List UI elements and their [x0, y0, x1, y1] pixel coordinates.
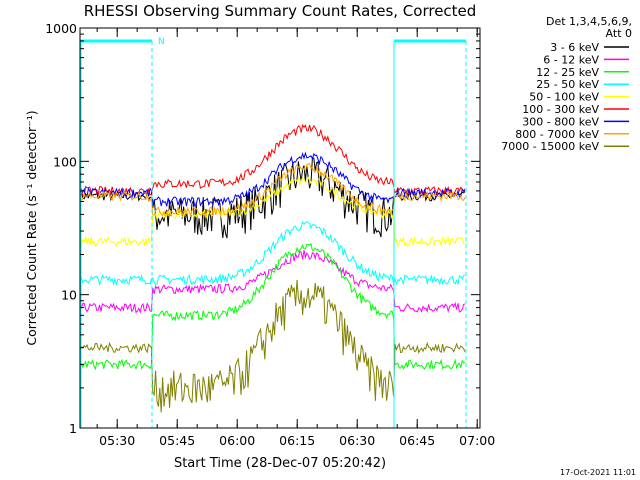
- series-line: [79, 163, 466, 218]
- legend-entry-label: 3 - 6 keV: [550, 41, 599, 54]
- plot-frame: [79, 27, 481, 429]
- y-tick-label: 100: [53, 154, 77, 169]
- series-line: [79, 151, 466, 207]
- night-marker-label: N: [158, 37, 165, 47]
- y-tick-label: 10: [61, 288, 77, 303]
- legend-entry-label: 100 - 300 keV: [522, 103, 599, 116]
- legend-entry-label: 6 - 12 keV: [543, 53, 599, 66]
- x-tick-label: 05:45: [159, 433, 195, 448]
- series-line: [79, 242, 466, 371]
- y-tick-label: 1: [69, 421, 77, 436]
- series-line: [79, 176, 466, 249]
- plot-area: N 1 10 100 1000 05:30 05:45 06:00 06:15 06:30 06:4…: [45, 21, 495, 448]
- chart-title: RHESSI Observing Summary Count Rates, Co…: [84, 2, 477, 20]
- legend-entry-label: 12 - 25 keV: [536, 66, 599, 79]
- x-tick-label: 06:00: [219, 433, 255, 448]
- x-tick-label: 07:00: [459, 433, 495, 448]
- footer-timestamp: 17-Oct-2021 11:01: [560, 468, 636, 477]
- y-axis-label: Corrected Count Rate (s⁻¹ detector⁻¹): [24, 110, 39, 345]
- legend-title-line-2: Att 0: [606, 27, 632, 40]
- series-line: [79, 220, 466, 287]
- legend-title-line-1: Det 1,3,4,5,6,9,: [546, 15, 632, 28]
- legend-entry-label: 25 - 50 keV: [536, 78, 599, 91]
- legend-entry-label: 50 - 100 keV: [529, 91, 599, 104]
- legend-entry-label: 800 - 7000 keV: [515, 128, 599, 141]
- x-tick-label: 05:30: [99, 433, 135, 448]
- legend-entry-label: 7000 - 15000 keV: [501, 140, 599, 153]
- x-tick-label: 06:30: [339, 433, 375, 448]
- x-tick-label: 06:45: [399, 433, 435, 448]
- series-line: [79, 279, 466, 413]
- x-axis-label: Start Time (28-Dec-07 05:20:42): [174, 456, 386, 471]
- x-tick-label: 06:15: [279, 433, 315, 448]
- legend-entry-label: 300 - 800 keV: [522, 115, 599, 128]
- y-tick-label: 1000: [45, 21, 77, 36]
- series-line: [79, 250, 466, 314]
